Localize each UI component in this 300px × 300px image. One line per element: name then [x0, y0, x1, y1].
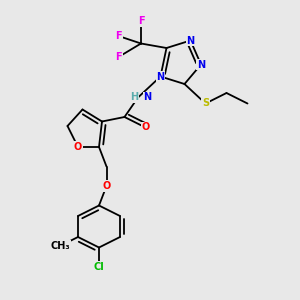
- Text: F: F: [115, 52, 122, 62]
- Text: Cl: Cl: [94, 262, 104, 272]
- Text: CH₃: CH₃: [50, 241, 70, 251]
- Text: O: O: [102, 181, 111, 191]
- Text: F: F: [138, 16, 144, 26]
- Text: N: N: [197, 59, 205, 70]
- Text: S: S: [202, 98, 209, 109]
- Text: N: N: [143, 92, 152, 103]
- Text: N: N: [186, 35, 195, 46]
- Text: O: O: [74, 142, 82, 152]
- Text: H: H: [130, 92, 138, 103]
- Text: O: O: [141, 122, 150, 133]
- Text: N: N: [156, 71, 165, 82]
- Text: F: F: [115, 31, 122, 41]
